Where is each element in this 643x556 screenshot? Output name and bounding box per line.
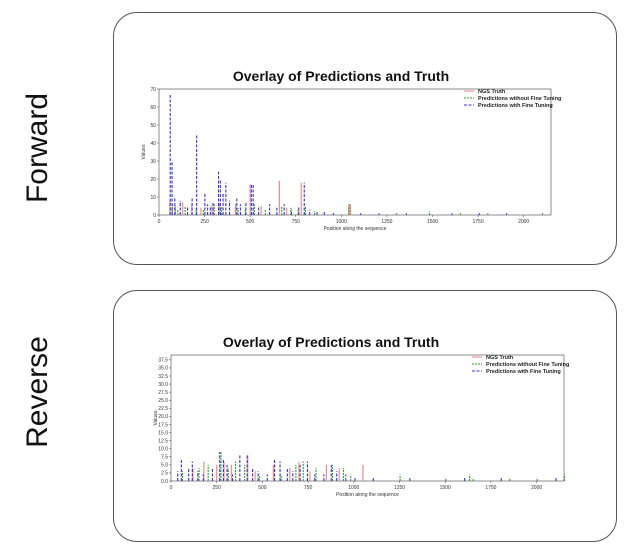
reverse-ytick-label-6: 15.0 xyxy=(158,430,168,436)
reverse-xtick-label-8: 2000 xyxy=(531,485,542,491)
forward-xtick-label-2: 500 xyxy=(246,219,255,225)
reverse-ytick-label-10: 25.0 xyxy=(158,398,168,404)
forward-ytick-label-1: 10 xyxy=(150,195,156,201)
forward-ytick-label-7: 70 xyxy=(150,87,156,93)
forward-xtick-label-5: 1250 xyxy=(381,219,392,225)
reverse-label: Reverse xyxy=(21,336,54,448)
forward-xtick-label-6: 1500 xyxy=(427,219,438,225)
forward-label: Forward xyxy=(21,92,54,204)
forward-ylabel: Values xyxy=(141,144,147,159)
reverse-ytick-label-13: 32.5 xyxy=(158,374,168,380)
reverse-ytick-label-3: 7.5 xyxy=(161,455,168,461)
reverse-xlabel: Position along the sequence xyxy=(336,492,399,498)
forward-ytick-label-0: 0 xyxy=(153,213,156,219)
reverse-xtick-label-4: 1000 xyxy=(348,485,359,491)
reverse-ytick-label-1: 2.5 xyxy=(161,471,168,477)
reverse-xtick-label-3: 750 xyxy=(304,485,313,491)
reverse-chart-title: Overlay of Predictions and Truth xyxy=(223,334,439,350)
forward-ytick-label-4: 40 xyxy=(150,141,156,147)
forward-xlabel: Position along the sequence xyxy=(324,226,387,232)
reverse-ytick-label-11: 27.5 xyxy=(158,390,168,396)
forward-xtick-label-8: 2000 xyxy=(518,219,529,225)
forward-xtick-label-1: 250 xyxy=(200,219,209,225)
reverse-ytick-label-14: 35.0 xyxy=(158,366,168,372)
reverse-ytick-label-8: 20.0 xyxy=(158,414,168,420)
forward-xtick-label-0: 0 xyxy=(158,219,161,225)
reverse-xtick-label-0: 0 xyxy=(170,485,173,491)
reverse-xtick-label-2: 500 xyxy=(258,485,267,491)
reverse-ytick-label-15: 37.5 xyxy=(158,358,168,364)
reverse-xtick-label-5: 1250 xyxy=(394,485,405,491)
reverse-chart: Overlay of Predictions and Truth 0 250 500 7… xyxy=(153,334,569,498)
forward-plot-frame xyxy=(158,88,552,216)
reverse-ytick-label-9: 22.5 xyxy=(158,406,168,412)
reverse-ytick-label-0: 0.0 xyxy=(161,479,168,485)
forward-panel: Overlay of Predictions and Truth 0 250 500 7… xyxy=(113,12,617,265)
reverse-ytick-label-12: 30.0 xyxy=(158,382,168,388)
forward-ytick-label-2: 20 xyxy=(150,177,156,183)
reverse-panel: Overlay of Predictions and Truth 0 250 500 7… xyxy=(113,290,617,542)
reverse-plot-frame xyxy=(170,354,565,482)
reverse-legend-label-0: NGS Truth xyxy=(486,355,514,361)
reverse-legend-label-1: Predictions without Fine Tuning xyxy=(486,362,569,368)
reverse-xtick-label-7: 1750 xyxy=(485,485,496,491)
forward-legend-label-0: NGS Truth xyxy=(478,89,506,95)
reverse-xtick-label-1: 250 xyxy=(213,485,222,491)
forward-xtick-label-7: 1750 xyxy=(473,219,484,225)
reverse-ytick-label-2: 5.0 xyxy=(161,463,168,469)
reverse-ylabel: Values xyxy=(153,410,159,425)
reverse-ytick-label-5: 12.5 xyxy=(158,438,168,444)
forward-chart-title: Overlay of Predictions and Truth xyxy=(233,68,449,84)
reverse-ytick-label-4: 10.0 xyxy=(158,446,168,452)
forward-xtick-label-3: 750 xyxy=(292,219,301,225)
forward-xtick-label-4: 1000 xyxy=(336,219,347,225)
forward-ytick-label-3: 30 xyxy=(150,159,156,165)
reverse-legend-label-2: Predictions with Fine Tuning xyxy=(486,369,561,375)
reverse-xtick-label-6: 1500 xyxy=(440,485,451,491)
reverse-ytick-label-7: 17.5 xyxy=(158,422,168,428)
forward-ytick-label-5: 50 xyxy=(150,123,156,129)
forward-legend-label-1: Predictions without Fine Tuning xyxy=(478,96,561,102)
forward-ytick-label-6: 60 xyxy=(150,105,156,111)
forward-legend-label-2: Predictions with Fine Tuning xyxy=(478,103,553,109)
